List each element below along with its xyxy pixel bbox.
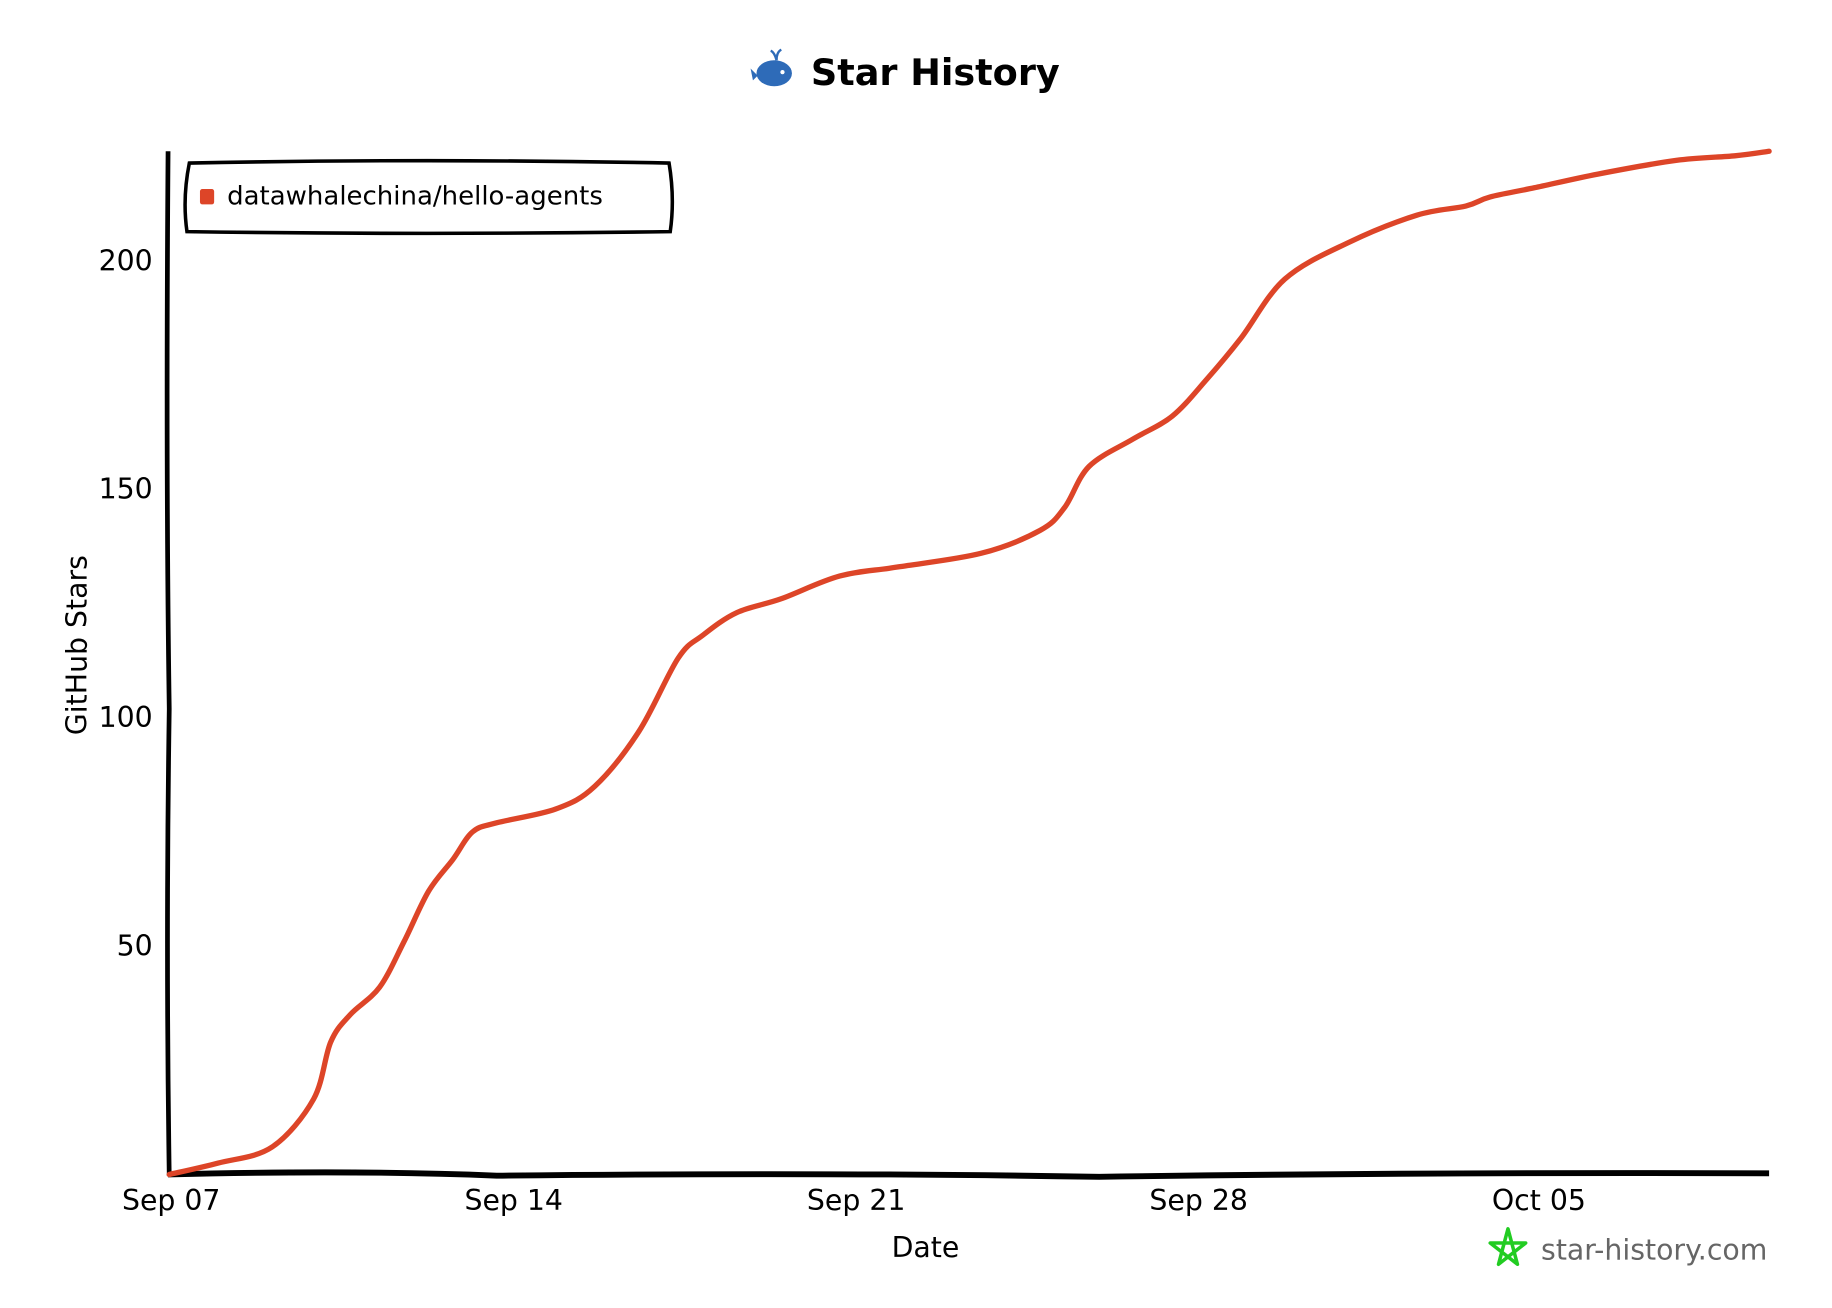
x-axis-label: Date [892,1231,960,1264]
y-axis-label: GitHub Stars [61,555,94,735]
y-tick-label: 50 [117,930,153,963]
axes [164,151,1770,1180]
watermark: star-history.com [1488,1227,1767,1267]
x-tick-label: Sep 07 [122,1184,221,1217]
y-axis-line [164,151,172,1176]
chart-title-group: Star History [750,48,1060,94]
y-tick-label: 150 [99,473,153,506]
y-tick-label: 200 [99,244,153,277]
legend: datawhalechina/hello-agents [183,158,675,236]
y-tick-label: 100 [99,701,153,734]
x-tick-label: Sep 14 [464,1184,563,1217]
x-tick-label: Oct 05 [1492,1184,1586,1217]
x-tick-label: Sep 21 [807,1184,906,1217]
whale-logo-icon [750,48,792,87]
series-line-hello-agents [166,148,1772,1178]
x-axis-line [167,1169,1770,1180]
chart-title: Star History [811,51,1060,94]
x-tick-label: Sep 28 [1149,1184,1248,1217]
legend-label: datawhalechina/hello-agents [227,181,603,211]
legend-swatch [199,189,215,205]
watermark-text: star-history.com [1541,1234,1767,1267]
star-logo-icon [1488,1227,1528,1267]
legend-box [183,158,675,236]
